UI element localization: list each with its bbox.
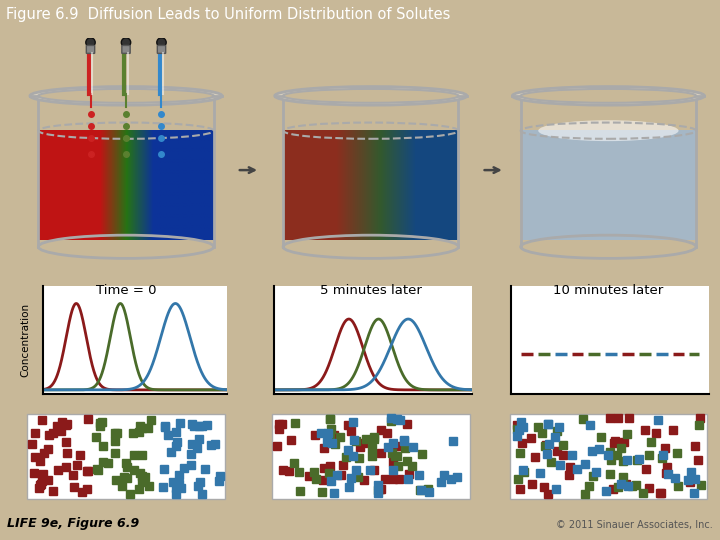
Ellipse shape [121, 38, 131, 47]
FancyBboxPatch shape [122, 45, 130, 53]
Ellipse shape [283, 89, 459, 103]
Text: © 2011 Sinauer Associates, Inc.: © 2011 Sinauer Associates, Inc. [556, 520, 713, 530]
Ellipse shape [157, 38, 166, 47]
Ellipse shape [38, 89, 214, 103]
Text: Concentration: Concentration [20, 303, 30, 377]
FancyBboxPatch shape [86, 45, 94, 53]
Ellipse shape [513, 86, 704, 105]
FancyBboxPatch shape [272, 414, 469, 498]
Text: LIFE 9e, Figure 6.9: LIFE 9e, Figure 6.9 [7, 517, 140, 530]
Text: Figure 6.9  Diffusion Leads to Uniform Distribution of Solutes: Figure 6.9 Diffusion Leads to Uniform Di… [6, 8, 450, 22]
FancyBboxPatch shape [27, 414, 225, 498]
Text: 10 minutes later: 10 minutes later [553, 284, 664, 296]
Ellipse shape [275, 86, 467, 105]
Ellipse shape [30, 86, 222, 105]
Ellipse shape [521, 89, 696, 103]
FancyBboxPatch shape [157, 45, 166, 53]
Text: 5 minutes later: 5 minutes later [320, 284, 422, 296]
Text: Time = 0: Time = 0 [96, 284, 156, 296]
Ellipse shape [539, 120, 678, 141]
Ellipse shape [86, 38, 95, 47]
FancyBboxPatch shape [510, 414, 707, 498]
